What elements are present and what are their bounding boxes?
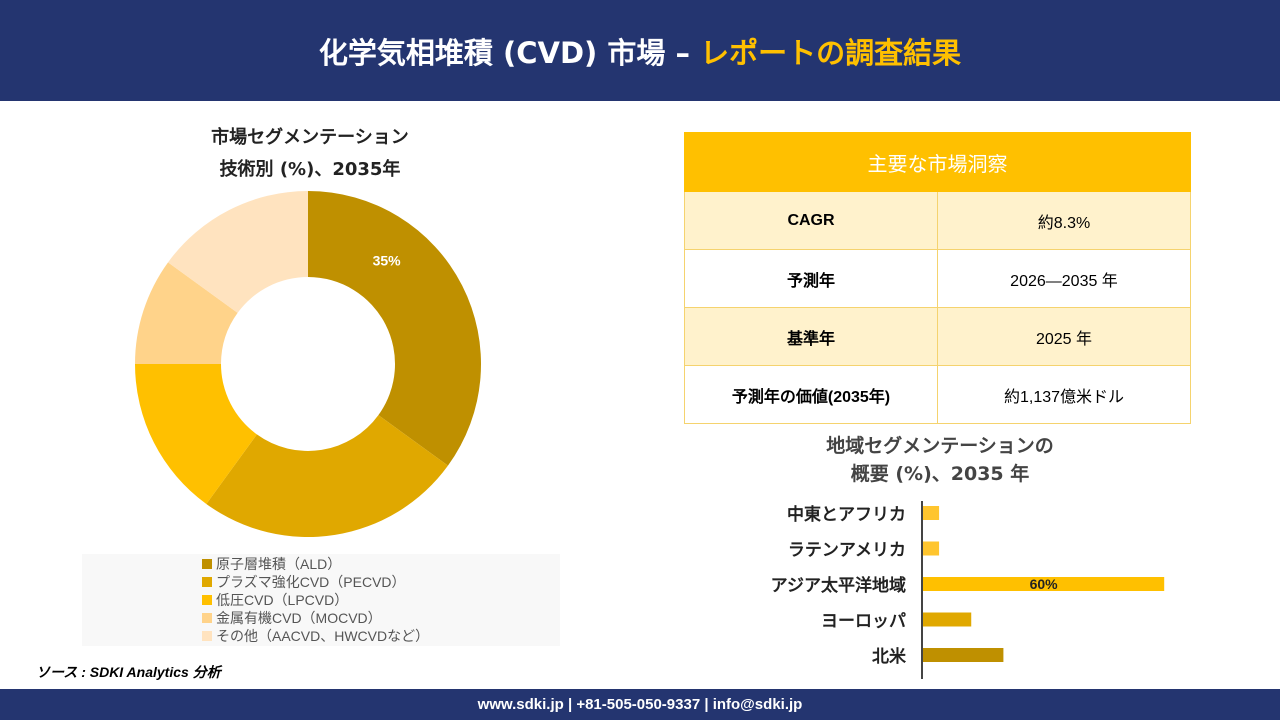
table-row: CAGR 約8.3% — [684, 191, 1191, 250]
donut-chart: 35% — [135, 191, 482, 537]
header: 化学気相堆積 (CVD) 市場 – レポートの調査結果 — [0, 0, 1280, 101]
legend-item: 低圧CVD（LPCVD） — [202, 591, 560, 609]
donut-slice — [308, 191, 482, 466]
row-value: 約1,137億米ドル — [937, 365, 1191, 424]
row-value: 2026—2035 年 — [937, 249, 1191, 308]
title-main: 化学気相堆積 (CVD) 市場 – — [318, 35, 690, 70]
bar-category-label: 北米 — [872, 646, 907, 667]
bar — [923, 577, 1165, 591]
bar-category-label: 中東とアフリカ — [787, 504, 906, 525]
bar — [923, 612, 972, 627]
bar-category-label: アジア太平洋地域 — [771, 575, 906, 596]
row-value: 約8.3% — [937, 191, 1191, 250]
donut-title-line2: 技術別 (%)、2035年 — [219, 159, 401, 180]
legend-swatch — [202, 595, 212, 605]
donut-slice — [135, 364, 257, 504]
region-title-line2: 概要 (%)、2035 年 — [850, 463, 1030, 485]
legend-label: 原子層堆積（ALD） — [216, 556, 342, 572]
legend-label: 低圧CVD（LPCVD） — [216, 592, 349, 608]
row-label: 基準年 — [684, 307, 938, 366]
title-accent: レポートの調査結果 — [700, 35, 962, 70]
slice-label: 35% — [373, 252, 402, 268]
bar — [923, 648, 1004, 662]
donut-legend: 原子層堆積（ALD） プラズマ強化CVD（PECVD） 低圧CVD（LPCVD） 金属… — [82, 554, 560, 646]
insights-table: 主要な市場洞察 CAGR 約8.3% 予測年 2026—2035 年 基準年 2025… — [684, 132, 1191, 424]
legend-item: プラズマ強化CVD（PECVD） — [202, 573, 560, 591]
row-label: CAGR — [684, 191, 938, 250]
legend-item: その他（AACVD、HWCVDなど） — [202, 627, 560, 645]
bar — [923, 506, 940, 520]
bar-value-label: 60% — [1030, 576, 1059, 592]
region-title-line1: 地域セグメンテーションの — [826, 435, 1054, 457]
table-row: 予測年 2026—2035 年 — [684, 249, 1191, 308]
row-label: 予測年 — [684, 249, 938, 308]
donut-title: 市場セグメンテーション 技術別 (%)、2035年 — [150, 122, 470, 186]
row-label: 予測年の価値(2035年) — [684, 365, 938, 424]
donut-slice — [135, 262, 238, 364]
table-row: 基準年 2025 年 — [684, 307, 1191, 366]
legend-swatch — [202, 613, 212, 623]
bar-category-label: ヨーロッパ — [821, 612, 906, 632]
footer-contact: www.sdki.jp | +81-505-050-9337 | info@sd… — [0, 689, 1280, 720]
legend-swatch — [202, 559, 212, 569]
donut-slice — [206, 415, 448, 537]
row-value: 2025 年 — [937, 307, 1191, 366]
legend-item: 原子層堆積（ALD） — [202, 555, 560, 573]
legend-item: 金属有機CVD（MOCVD） — [202, 609, 560, 627]
legend-swatch — [202, 577, 212, 587]
table-row: 予測年の価値(2035年) 約1,137億米ドル — [684, 365, 1191, 424]
legend-swatch — [202, 631, 212, 641]
region-title: 地域セグメンテーションの 概要 (%)、2035 年 — [760, 432, 1120, 488]
donut-slice — [168, 191, 308, 313]
bar — [923, 541, 940, 556]
source-note: ソース : SDKI Analytics 分析 — [36, 664, 221, 680]
legend-label: プラズマ強化CVD（PECVD） — [216, 574, 406, 590]
legend-label: 金属有機CVD（MOCVD） — [216, 610, 382, 626]
insights-title: 主要な市場洞察 — [684, 132, 1191, 192]
legend-label: その他（AACVD、HWCVDなど） — [216, 628, 430, 644]
bar-category-label: ラテンアメリカ — [788, 541, 906, 561]
donut-title-line1: 市場セグメンテーション — [211, 127, 409, 148]
